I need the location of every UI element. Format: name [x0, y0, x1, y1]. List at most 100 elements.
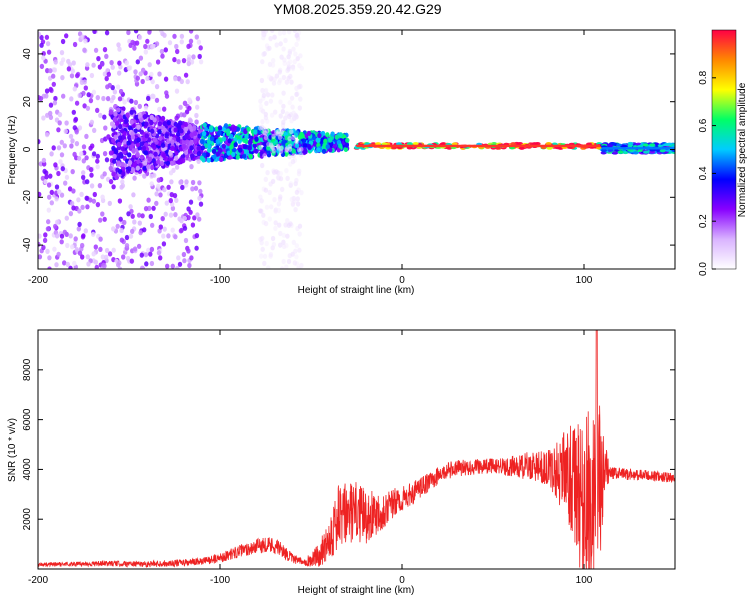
heatmap-cell: [82, 103, 87, 109]
heatmap-cell: [89, 72, 95, 79]
heatmap-cell: [102, 151, 108, 157]
heatmap-cell: [46, 207, 51, 213]
heatmap-cell: [291, 239, 296, 245]
heatmap-cell: [69, 96, 74, 102]
heatmap-cell: [278, 242, 283, 248]
heatmap-cell: [147, 30, 152, 35]
y-tick-label: 4000: [22, 458, 33, 481]
y-tick-label: -40: [22, 237, 33, 252]
heatmap-cell: [114, 120, 120, 126]
spectrogram-x-axis-label: Height of straight line (km): [298, 285, 415, 296]
heatmap-cell: [263, 176, 268, 182]
heatmap-cell: [196, 158, 201, 164]
heatmap-cell: [104, 247, 110, 254]
x-tick-label: 0: [399, 275, 405, 286]
heatmap-cell: [174, 197, 179, 203]
heatmap-cell: [278, 113, 283, 119]
heatmap-cell: [102, 71, 108, 77]
heatmap-cell: [85, 62, 90, 68]
heatmap-cell: [104, 53, 109, 60]
heatmap-cell: [175, 265, 180, 269]
snr-panel: -200 -100 0 100 2000 4000 6000 8000 Height of …: [7, 329, 676, 596]
heatmap-cell: [132, 45, 137, 51]
heatmap-cell: [65, 261, 71, 267]
heatmap-cell: [289, 129, 294, 135]
heatmap-cell: [186, 43, 191, 50]
heatmap-cell: [259, 198, 264, 204]
heatmap-cell: [149, 260, 155, 267]
heatmap-cell: [62, 180, 68, 186]
heatmap-cell: [272, 34, 277, 40]
heatmap-cell: [285, 233, 290, 239]
heatmap-cell: [53, 162, 58, 168]
heatmap-cell: [108, 165, 114, 171]
heatmap-cell: [292, 30, 297, 33]
heatmap-cell: [518, 146, 525, 150]
heatmap-cell: [183, 149, 189, 155]
heatmap-cell: [47, 266, 52, 269]
heatmap-cell: [263, 187, 269, 193]
heatmap-cell: [89, 183, 95, 189]
heatmap-cell: [268, 253, 273, 259]
heatmap-cell: [141, 145, 147, 151]
heatmap-cell: [197, 180, 202, 186]
heatmap-cell: [189, 145, 194, 151]
heatmap-cell: [41, 115, 46, 121]
heatmap-cell: [83, 228, 89, 234]
heatmap-cell: [281, 30, 287, 36]
heatmap-cell: [643, 150, 650, 154]
heatmap-cell: [150, 164, 155, 171]
heatmap-cell: [53, 223, 58, 229]
heatmap-cell: [343, 146, 349, 152]
heatmap-cell: [139, 265, 145, 269]
heatmap-cell: [85, 179, 90, 185]
heatmap-cell: [81, 174, 86, 180]
heatmap-cell: [328, 137, 333, 143]
heatmap-cell: [216, 130, 222, 136]
heatmap-cell: [276, 201, 282, 207]
heatmap-cell: [52, 100, 58, 106]
heatmap-cell: [86, 261, 91, 267]
heatmap-cell: [178, 104, 183, 110]
heatmap-cell: [229, 133, 234, 140]
heatmap-cell: [263, 221, 269, 227]
heatmap-cell: [275, 174, 281, 180]
heatmap-cell: [286, 54, 291, 60]
heatmap-cell: [214, 126, 219, 132]
heatmap-cell: [263, 130, 268, 136]
heatmap-cell: [142, 114, 148, 120]
heatmap-cell: [142, 160, 148, 166]
heatmap-cell: [91, 89, 97, 95]
heatmap-cell: [149, 120, 154, 126]
heatmap-cell: [72, 86, 78, 92]
heatmap-cell: [206, 147, 212, 153]
heatmap-cell: [105, 84, 110, 90]
heatmap-cell: [98, 236, 103, 242]
heatmap-cell: [510, 142, 517, 146]
heatmap-cell: [183, 121, 188, 127]
heatmap-cell: [264, 240, 269, 247]
heatmap-cell: [232, 126, 237, 132]
heatmap-cell: [182, 225, 188, 231]
heatmap-cell: [70, 169, 75, 175]
heatmap-cell: [69, 73, 75, 79]
heatmap-cell: [192, 215, 197, 221]
heatmap-cell: [287, 30, 292, 35]
heatmap-cell: [147, 156, 153, 162]
heatmap-cell: [263, 135, 269, 141]
heatmap-cell: [127, 166, 132, 172]
heatmap-cell: [637, 148, 644, 152]
heatmap-cell: [247, 140, 253, 146]
heatmap-cell: [49, 189, 54, 195]
heatmap-cell: [296, 147, 302, 153]
x-tick-label: -100: [210, 275, 230, 286]
heatmap-cell: [151, 205, 156, 211]
heatmap-cell: [143, 105, 149, 111]
heatmap-cell: [105, 96, 111, 102]
heatmap-cell: [150, 222, 155, 228]
heatmap-cell: [71, 109, 77, 115]
heatmap-cell: [80, 34, 85, 40]
heatmap-cell: [406, 142, 413, 146]
heatmap-cell: [97, 183, 103, 189]
heatmap-cell: [173, 76, 178, 82]
